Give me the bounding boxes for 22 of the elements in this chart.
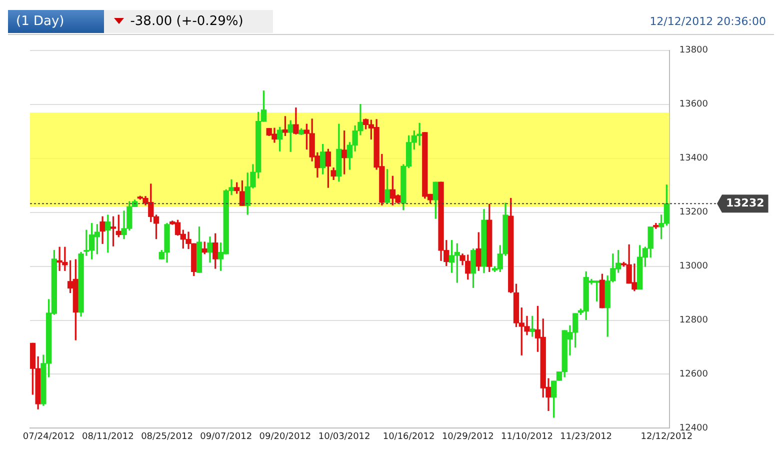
x-tick-label: 07/24/2012 [22,432,75,442]
x-tick-label: 10/03/2012 [318,432,370,442]
x-tick-label: 11/23/2012 [560,432,612,442]
text: -38.00 (+-0.29%) [130,14,244,28]
y-tick-label: 13800 [679,46,708,56]
y-tick-label: 12600 [679,370,708,380]
y-tick-label: 12800 [679,316,708,326]
y-tick-label: 13400 [679,154,708,164]
x-tick-label: 10/29/2012 [442,432,494,442]
text: 12/12/2012 20:36:00 [650,14,767,28]
x-tick-label: 12/12/2012 [640,432,693,442]
x-tick-label: 08/25/2012 [141,432,193,442]
y-tick-label: 13600 [679,100,708,110]
x-tick-label: 09/20/2012 [259,432,312,442]
x-tick-label: 11/10/2012 [501,432,553,442]
x-tick-label: 09/07/2012 [200,432,252,442]
chart-title: (1 Day) [8,10,104,32]
x-tick-label: 08/11/2012 [82,432,134,442]
ref-line-label: 13232 [726,196,764,210]
y-tick-label: 13000 [679,262,708,272]
x-tick-label: 10/16/2012 [382,432,435,442]
y-tick-label: 13200 [679,208,708,218]
